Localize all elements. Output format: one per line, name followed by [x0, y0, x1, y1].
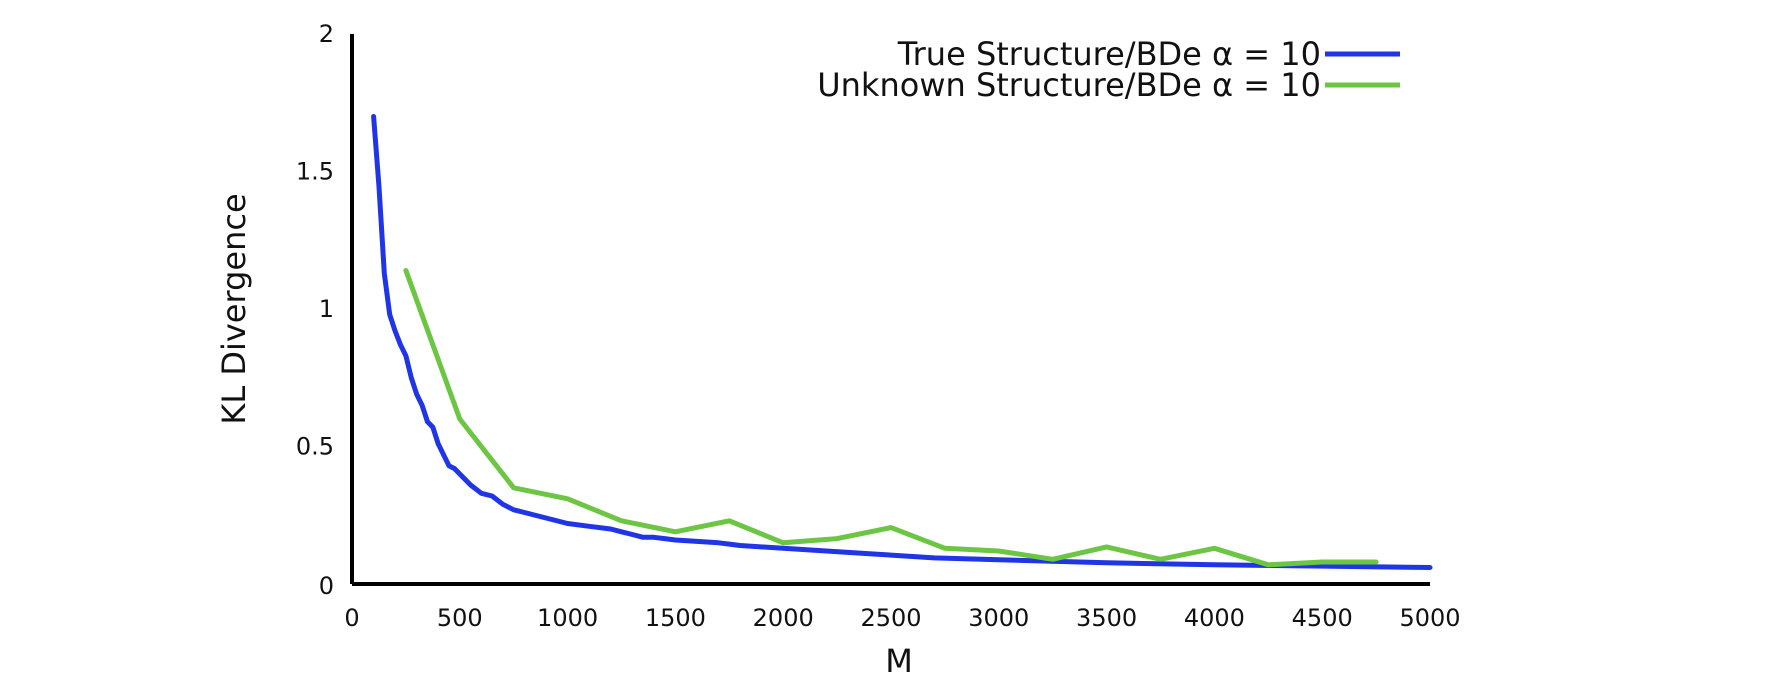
x-tick-label: 2000	[753, 604, 814, 632]
x-tick-labels: 0 500 1000 1500 2000 2500 3000 3500 4000 4500 5000	[344, 604, 1460, 632]
y-tick-label: 0	[319, 572, 334, 600]
series-line-2	[403, 268, 1379, 568]
x-tick-label: 3000	[968, 604, 1029, 632]
x-tick-label: 3500	[1076, 604, 1137, 632]
series-line-1	[371, 114, 1433, 570]
axes	[350, 34, 1430, 586]
y-tick-label: 1	[319, 295, 334, 323]
x-axis-title: M	[885, 642, 913, 680]
y-axis-title: KL Divergence	[215, 193, 253, 424]
x-tick-label: 5000	[1399, 604, 1460, 632]
x-tick-label: 0	[344, 604, 359, 632]
y-tick-label: 1.5	[296, 158, 334, 186]
y-tick-label: 0.5	[296, 433, 334, 461]
x-tick-label: 1500	[645, 604, 706, 632]
y-tick-labels: 0 0.5 1 1.5 2	[296, 20, 334, 600]
y-tick-label: 2	[319, 20, 334, 48]
x-tick-label: 2500	[860, 604, 921, 632]
legend-label-1: True Structure/BDe α = 10	[897, 35, 1321, 73]
x-tick-label: 4500	[1292, 604, 1353, 632]
x-tick-label: 1000	[537, 604, 598, 632]
x-tick-label: 500	[437, 604, 483, 632]
legend-label-2: Unknown Structure/BDe α = 10	[817, 66, 1321, 104]
series-lines	[371, 114, 1433, 570]
x-tick-label: 4000	[1184, 604, 1245, 632]
